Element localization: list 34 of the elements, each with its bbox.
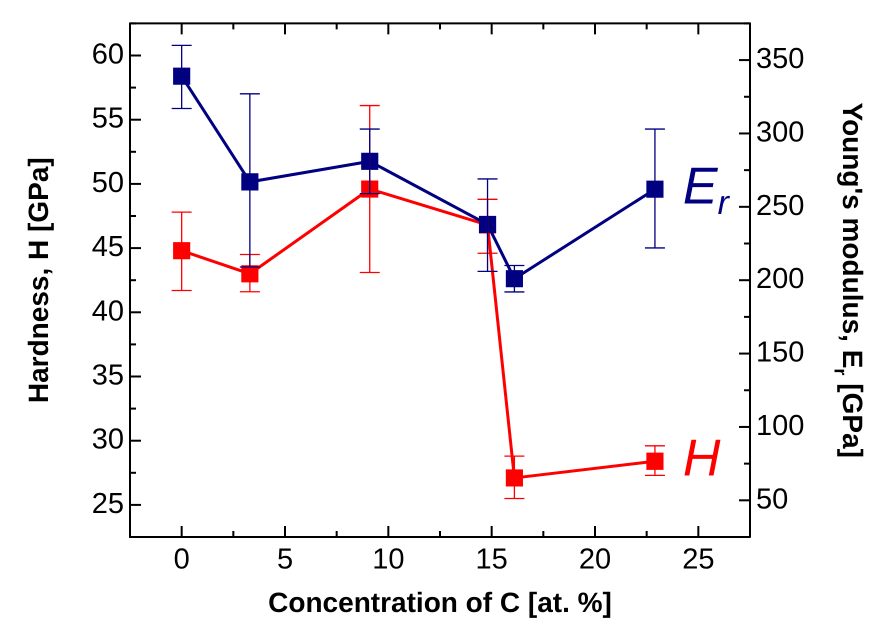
point xyxy=(241,173,258,190)
y-axis-title: Hardness, H [GPa] xyxy=(23,157,54,404)
y2-tick-label: 250 xyxy=(756,190,804,222)
x-tick-label: 20 xyxy=(578,543,612,576)
y-tick-label: 55 xyxy=(92,102,124,135)
y-tick-label: 35 xyxy=(92,360,124,392)
x-axis-title: Concentration of C [at. %] xyxy=(268,587,612,618)
y-tick-label: 60 xyxy=(92,38,124,70)
y2-tick-label: 350 xyxy=(756,43,804,76)
point xyxy=(241,265,258,282)
y-tick-label: 30 xyxy=(92,424,124,456)
y2-tick-label: 150 xyxy=(756,336,804,369)
x-tick-label: 15 xyxy=(476,543,508,576)
x-tick-label: 5 xyxy=(276,543,294,576)
series-label: H xyxy=(682,430,721,488)
point xyxy=(506,469,523,487)
point xyxy=(506,270,523,288)
x-tick-label: 10 xyxy=(372,543,404,576)
x-tick-label: 0 xyxy=(174,543,190,576)
point xyxy=(173,242,190,260)
y2-tick-label: 100 xyxy=(756,410,804,442)
y-tick-label: 40 xyxy=(92,295,124,328)
y-tick-label: 25 xyxy=(92,488,124,520)
y-tick-label: 50 xyxy=(92,166,124,199)
y-tick-label: 45 xyxy=(92,231,124,264)
y2-axis-title: Young's modulus, Er [GPa] xyxy=(830,102,868,458)
point xyxy=(361,152,378,170)
y2-tick-label: 200 xyxy=(756,263,804,296)
y2-tick-label: 300 xyxy=(756,116,804,148)
x-tick-label: 25 xyxy=(682,543,714,576)
point xyxy=(646,452,664,470)
point xyxy=(646,180,664,198)
point xyxy=(173,68,190,85)
y2-tick-label: 50 xyxy=(756,483,788,516)
